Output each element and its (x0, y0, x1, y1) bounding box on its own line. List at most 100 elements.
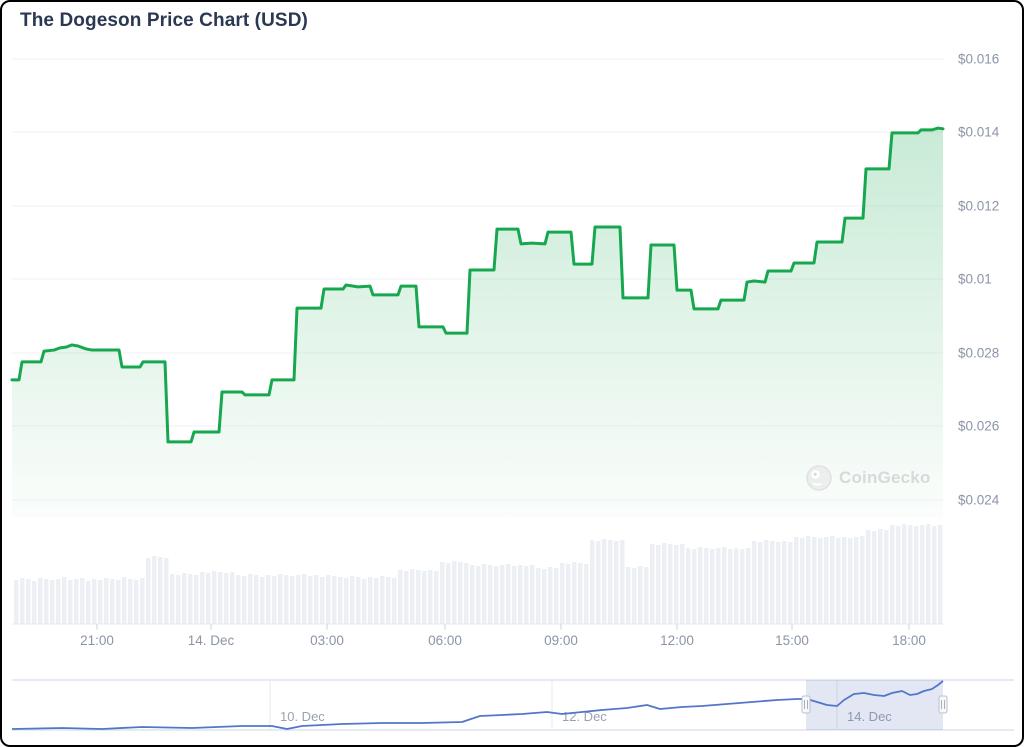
x-axis-label: 15:00 (775, 633, 809, 648)
volume-bar (776, 542, 781, 624)
x-axis-label: 03:00 (310, 633, 344, 648)
y-axis-label: $0.026 (958, 419, 999, 434)
volume-bar (674, 545, 679, 624)
volume-bar (248, 574, 253, 624)
volume-bar (590, 540, 595, 624)
volume-bar (194, 575, 199, 624)
volume-bar (500, 565, 505, 624)
volume-bar (68, 580, 73, 624)
volume-bar (308, 576, 313, 624)
navigator-handle-right[interactable] (938, 695, 948, 714)
volume-bar (236, 575, 241, 624)
y-axis-label: $0.028 (958, 346, 999, 361)
volume-bar (812, 537, 817, 624)
volume-bar (572, 562, 577, 624)
volume-bar (860, 536, 865, 624)
volume-bar (890, 525, 895, 624)
volume-bar (578, 563, 583, 624)
y-axis-label: $0.012 (958, 199, 999, 214)
volume-bar (224, 573, 229, 624)
volume-bar (80, 578, 85, 624)
volume-bar (716, 548, 721, 624)
price-line[interactable] (10, 126, 945, 444)
volume-bar (302, 574, 307, 624)
y-axis-label: $0.01 (958, 272, 992, 287)
navigator-handle-left[interactable] (801, 695, 811, 714)
volume-bar (20, 578, 25, 624)
volume-bar (152, 556, 157, 624)
volume-bar (146, 558, 151, 624)
volume-bar (938, 525, 943, 624)
volume-bar (842, 537, 847, 624)
volume-bar (218, 572, 223, 624)
volume-bar (848, 538, 853, 624)
volume-bar (554, 568, 559, 624)
volume-bar (512, 566, 517, 624)
volume-bar (182, 573, 187, 624)
volume-bar (212, 571, 217, 624)
volume-bar (374, 578, 379, 624)
volume-bar (404, 571, 409, 624)
volume-bar (32, 581, 37, 624)
volume-bar (272, 576, 277, 624)
volume-bar (164, 558, 169, 624)
volume-bar (464, 563, 469, 624)
volume-bar (626, 567, 631, 624)
price-area-fill (12, 128, 943, 517)
volume-bar (266, 575, 271, 624)
volume-bar (824, 537, 829, 624)
volume-bar (26, 579, 31, 624)
volume-bar (620, 540, 625, 624)
volume-bar (722, 547, 727, 624)
volume-bar (62, 577, 67, 624)
volume-bar (140, 578, 145, 624)
volume-bar (866, 530, 871, 624)
volume-bar (476, 566, 481, 624)
volume-bar (428, 570, 433, 624)
volume-bar (38, 578, 43, 624)
volume-bar (818, 538, 823, 624)
navigator-series-line (11, 680, 944, 730)
volume-bar (380, 576, 385, 624)
volume-bar (410, 569, 415, 624)
volume-bar (668, 544, 673, 624)
x-axis-label: 18:00 (892, 633, 926, 648)
volume-bar (458, 562, 463, 624)
volume-bar (176, 575, 181, 624)
volume-bar (650, 544, 655, 624)
volume-bar (440, 562, 445, 624)
volume-bar (344, 578, 349, 624)
volume-bars (14, 524, 943, 624)
volume-bar (254, 575, 259, 624)
volume-bar (878, 529, 883, 624)
volume-bar (422, 571, 427, 624)
volume-bar (368, 577, 373, 624)
x-axis-label: 12:00 (660, 633, 694, 648)
y-axis-label: $0.024 (958, 493, 1000, 508)
volume-bar (704, 548, 709, 624)
volume-bar (50, 580, 55, 624)
volume-bar (416, 570, 421, 624)
volume-bar (584, 564, 589, 624)
volume-bar (116, 580, 121, 624)
volume-bar (752, 541, 757, 624)
volume-bar (170, 574, 175, 624)
volume-bar (278, 574, 283, 624)
volume-bar (290, 576, 295, 624)
volume-bar (470, 565, 475, 624)
volume-bar (884, 530, 889, 624)
x-axis-label: 21:00 (80, 633, 114, 648)
volume-bar (122, 577, 127, 624)
chart-title: The Dogeson Price Chart (USD) (20, 10, 308, 31)
volume-bar (356, 577, 361, 624)
volume-bar (908, 525, 913, 624)
x-axis-label: 06:00 (428, 633, 462, 648)
volume-bar (260, 577, 265, 624)
volume-bar (788, 542, 793, 624)
volume-bar (560, 563, 565, 624)
volume-bar (692, 549, 697, 624)
volume-bar (602, 539, 607, 624)
